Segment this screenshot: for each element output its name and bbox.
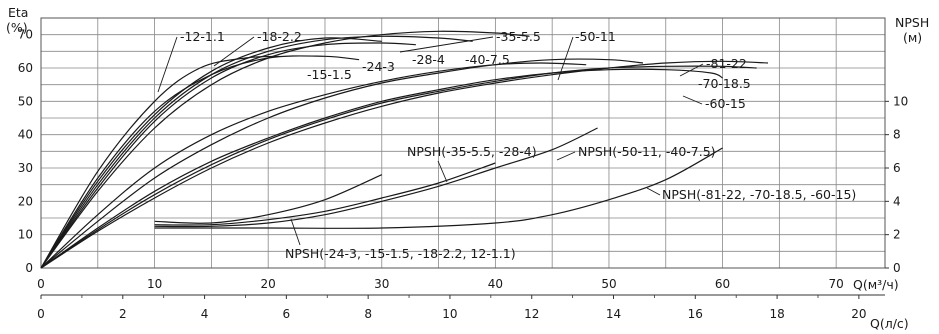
axes: Eta (%) NPSH (м) Q(м³/ч) Q(л/с) <box>6 5 929 331</box>
x-bottom-tick-label: 4 <box>201 307 209 321</box>
leader-50-11 <box>557 36 574 81</box>
efficiency-curve <box>40 55 360 269</box>
npsh-curve <box>154 127 598 228</box>
y-left-tick-label: 30 <box>18 161 33 175</box>
x-top-tick-label: 60 <box>715 277 730 291</box>
leader-npsh-81-70-60 <box>646 187 661 196</box>
label-15-1-5: -15-1.5 <box>307 67 352 82</box>
y-left-tick-label: 50 <box>18 94 33 108</box>
y-left-label-line2: (%) <box>6 20 28 35</box>
x-top-tick-label: 70 <box>829 277 844 291</box>
y-left-tick-label: 70 <box>18 28 33 42</box>
npsh-curve <box>154 147 723 229</box>
efficiency-curve <box>40 35 473 269</box>
curves <box>40 30 769 269</box>
label-npsh-81-70-60: NPSH(-81-22, -70-18.5, -60-15) <box>662 187 856 202</box>
curve-labels: -12-1.1 -18-2.2 -15-1.5 -24-3 -28-4 -40-… <box>180 29 856 261</box>
x-top-tick-label: 50 <box>601 277 616 291</box>
label-npsh-35-28: NPSH(-35-5.5, -28-4) <box>407 144 537 159</box>
label-12-1-1: -12-1.1 <box>180 29 225 44</box>
x-bottom-tick-label: 0 <box>37 307 45 321</box>
leader-npsh-24-15-18-12 <box>290 218 301 246</box>
efficiency-curve <box>40 37 382 269</box>
x-bottom-tick-label: 12 <box>524 307 539 321</box>
leader-18-2-2 <box>213 36 255 67</box>
y-right-label-line1: NPSH <box>895 15 929 30</box>
efficiency-curve <box>40 68 723 269</box>
y-left-tick-label: 40 <box>18 128 33 142</box>
label-npsh-50-40: NPSH(-50-11, -40-7.5) <box>578 144 716 159</box>
label-70-18-5: -70-18.5 <box>698 76 751 91</box>
grid <box>40 17 886 296</box>
x-bottom-tick-label: 10 <box>442 307 457 321</box>
label-40-7-5: -40-7.5 <box>465 52 510 67</box>
x-bottom-tick-label: 18 <box>769 307 784 321</box>
y-left-tick-label: 10 <box>18 228 33 242</box>
label-60-15: -60-15 <box>705 96 746 111</box>
leader-npsh-35-28 <box>437 160 448 183</box>
label-18-2-2: -18-2.2 <box>257 29 302 44</box>
leader-12-1-1 <box>157 36 178 93</box>
label-81-22: -81-22 <box>706 56 747 71</box>
plot-frame <box>40 17 886 269</box>
efficiency-curve <box>40 55 280 269</box>
label-50-11: -50-11 <box>575 29 616 44</box>
y-left-tick-label: 60 <box>18 61 33 75</box>
y-right-tick-label: 0 <box>893 261 901 275</box>
leader-35-5-5 <box>399 36 494 53</box>
x-bottom-tick-label: 2 <box>119 307 127 321</box>
y-right-tick-label: 4 <box>893 194 901 208</box>
y-left-label-line1: Eta <box>8 5 28 20</box>
leader-npsh-50-40 <box>556 151 576 161</box>
efficiency-curve <box>40 42 416 269</box>
y-right-tick-label: 6 <box>893 161 901 175</box>
x-bottom-axis-label: Q(л/с) <box>870 316 909 331</box>
npsh-curve <box>154 174 383 224</box>
efficiency-curve <box>40 60 769 269</box>
x-top-tick-label: 0 <box>37 277 45 291</box>
efficiency-curve <box>40 65 757 269</box>
y-right-label-line2: (м) <box>903 30 922 45</box>
y-right-tick-label: 8 <box>893 128 901 142</box>
label-28-4: -28-4 <box>412 52 445 67</box>
y-right-tick-label: 2 <box>893 228 901 242</box>
x-bottom-tick-label: 6 <box>283 307 291 321</box>
label-24-3: -24-3 <box>362 59 395 74</box>
x-bottom-tick-label: 16 <box>688 307 703 321</box>
y-left-tick-label: 20 <box>18 194 33 208</box>
efficiency-curve <box>40 58 644 269</box>
leader-60-15 <box>682 95 703 105</box>
x-top-tick-label: 30 <box>374 277 389 291</box>
label-npsh-24-15-18-12: NPSH(-24-3, -15-1.5, -18-2.2, 12-1.1) <box>285 246 516 261</box>
tick-labels: 0 10 20 30 40 50 60 70 0 2 4 6 8 10 0 10 20 30 40 50 60 70 0 2 4… <box>18 28 909 321</box>
label-35-5-5: -35-5.5 <box>496 29 541 44</box>
x-bottom-tick-label: 20 <box>851 307 866 321</box>
efficiency-curve <box>40 30 530 269</box>
x-top-tick-label: 10 <box>147 277 162 291</box>
x-top-axis-label: Q(м³/ч) <box>853 277 899 292</box>
y-right-tick-label: 10 <box>893 94 908 108</box>
y-left-tick-label: 0 <box>25 261 33 275</box>
x-bottom-tick-label: 8 <box>364 307 372 321</box>
x-top-tick-label: 20 <box>261 277 276 291</box>
leader-81-22 <box>679 63 704 77</box>
x-top-tick-label: 40 <box>488 277 503 291</box>
x-bottom-tick-label: 14 <box>606 307 621 321</box>
npsh-curve <box>154 162 496 226</box>
label-leader-lines <box>157 36 704 246</box>
